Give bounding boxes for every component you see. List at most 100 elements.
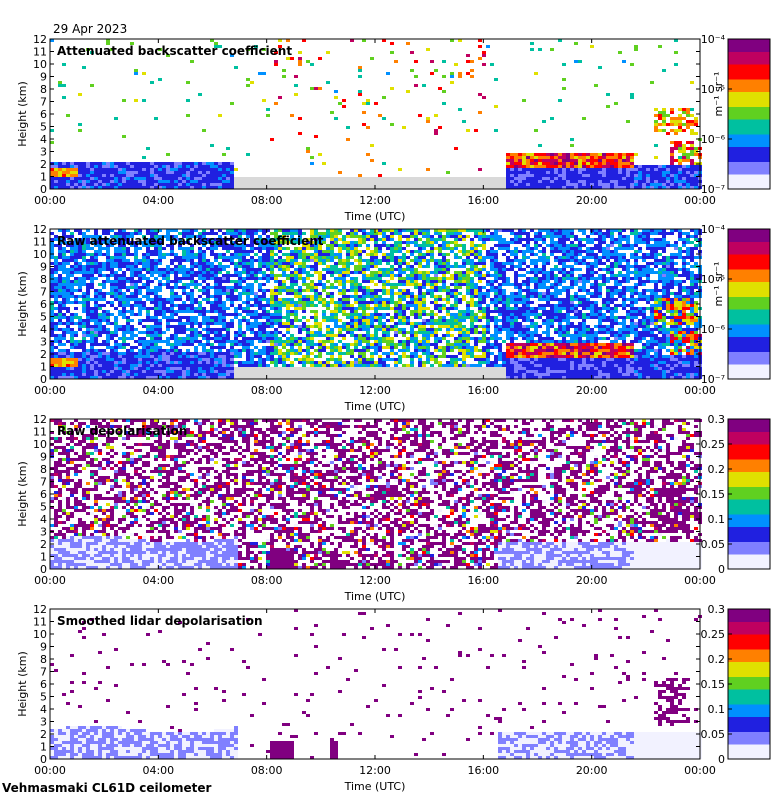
x-axis-label: Time (UTC) [344, 780, 406, 793]
colorbar-segment [728, 654, 770, 657]
colorbar-segment [728, 84, 770, 87]
colorbar-segment [728, 504, 770, 507]
colorbar-segment [728, 644, 770, 647]
colorbar-segment [728, 139, 770, 142]
colorbar-segment [728, 559, 770, 562]
y-tick-label: 3 [40, 526, 47, 539]
colorbar-segment [728, 496, 770, 500]
colorbar-segment [728, 511, 770, 515]
colorbar-segment [728, 164, 770, 167]
colorbar-segment [728, 359, 770, 362]
y-tick-label: 10 [33, 438, 47, 451]
x-tick-label: 08:00 [251, 574, 283, 587]
colorbar-segment [728, 131, 770, 135]
colorbar-segment [728, 281, 770, 285]
colorbar-segment [728, 79, 770, 82]
colorbar-segment [728, 134, 770, 137]
colorbar-segment [728, 271, 770, 275]
colorbar-tick-label: 0 [718, 563, 725, 576]
panel-title: Smoothed lidar depolarisation [57, 614, 263, 628]
colorbar-segment [728, 751, 770, 755]
colorbar-segment [728, 334, 770, 337]
colorbar-segment [728, 469, 770, 472]
colorbar-frame [727, 228, 771, 380]
colorbar-segment [728, 719, 770, 722]
colorbar-segment [728, 241, 770, 245]
colorbar-segment [728, 499, 770, 502]
colorbar-segment [728, 476, 770, 480]
colorbar-segment [728, 361, 770, 365]
x-axis-label: Time (UTC) [344, 400, 406, 413]
colorbar-tick-label: 0.15 [701, 678, 726, 691]
colorbar-segment [728, 514, 770, 517]
colorbar-segment [728, 111, 770, 115]
colorbar-segment [728, 346, 770, 350]
y-tick-label: 12 [33, 223, 47, 236]
colorbar-segment [728, 724, 770, 727]
x-tick-label: 16:00 [467, 194, 499, 207]
colorbar-segment [728, 626, 770, 630]
colorbar-segment [728, 711, 770, 715]
colorbar-segment [728, 659, 770, 662]
colorbar-segment [728, 166, 770, 170]
x-tick-label: 08:00 [251, 384, 283, 397]
colorbar-segment [728, 299, 770, 302]
colorbar-tick-label: 10⁻⁵ [701, 273, 725, 286]
x-axis-label: Time (UTC) [344, 210, 406, 223]
y-tick-label: 2 [40, 728, 47, 741]
y-tick-label: 3 [40, 146, 47, 159]
colorbar-segment [728, 116, 770, 120]
colorbar-segment [728, 706, 770, 710]
colorbar-segment [728, 666, 770, 670]
colorbar-segment [728, 431, 770, 435]
colorbar-segment [728, 261, 770, 265]
colorbar-segment [728, 129, 770, 132]
colorbar-segment [728, 376, 770, 380]
colorbar-segment [728, 509, 770, 512]
y-axis-label: Height (km) [16, 651, 29, 717]
colorbar-segment [728, 454, 770, 457]
colorbar-segment [728, 251, 770, 255]
colorbar-segment [728, 49, 770, 52]
colorbar-segment [728, 239, 770, 242]
colorbar-segment [728, 54, 770, 57]
colorbar-segment [728, 96, 770, 100]
colorbar-segment [728, 304, 770, 307]
colorbar-segment [728, 676, 770, 680]
y-axis-label: Height (km) [16, 461, 29, 527]
y-tick-label: 8 [40, 273, 47, 286]
colorbar-segment [728, 274, 770, 277]
x-tick-label: 16:00 [467, 764, 499, 777]
colorbar-segment [728, 551, 770, 555]
heatmap-cells [50, 419, 702, 569]
y-tick-label: 3 [40, 336, 47, 349]
y-tick-label: 9 [40, 71, 47, 84]
colorbar-segment [728, 159, 770, 162]
colorbar-tick-label: 10⁻⁶ [701, 323, 726, 336]
colorbar-segment [728, 279, 770, 282]
colorbar-segment [728, 324, 770, 327]
x-tick-label: 20:00 [576, 384, 608, 397]
x-tick-label: 20:00 [576, 574, 608, 587]
colorbar-segment [728, 734, 770, 737]
colorbar-segment [728, 174, 770, 177]
colorbar-segment [728, 489, 770, 492]
y-tick-label: 4 [40, 323, 47, 336]
x-tick-label: 16:00 [467, 574, 499, 587]
colorbar-tick-label: 0.3 [708, 413, 726, 426]
y-tick-label: 0 [40, 753, 47, 766]
y-tick-label: 4 [40, 703, 47, 716]
colorbar-segment [728, 61, 770, 65]
colorbar-segment [728, 479, 770, 482]
colorbar-segment [728, 754, 770, 757]
colorbar-segment [728, 309, 770, 312]
y-tick-label: 1 [40, 361, 47, 374]
colorbar-segment [728, 419, 770, 422]
colorbar-segment [728, 246, 770, 250]
colorbar-segment [728, 76, 770, 80]
x-tick-label: 12:00 [359, 194, 391, 207]
y-tick-label: 10 [33, 248, 47, 261]
x-tick-label: 00:00 [684, 574, 716, 587]
colorbar-tick-label: 10⁻⁷ [701, 183, 725, 196]
